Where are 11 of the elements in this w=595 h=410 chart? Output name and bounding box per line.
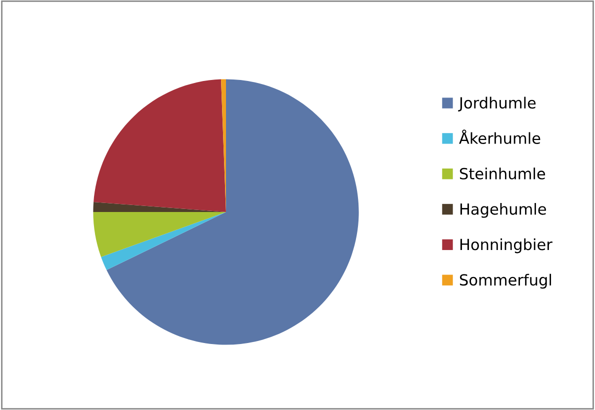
legend-label: Steinhumle xyxy=(460,168,546,180)
legend-label: Sommerfugl xyxy=(460,274,552,289)
legend-label: Åkerhumle xyxy=(459,130,540,144)
pie-slice xyxy=(106,79,359,345)
pie-slice xyxy=(101,212,226,270)
pie-slice xyxy=(93,202,226,212)
legend-label: Jordhumle xyxy=(458,96,536,112)
legend-label: Honningbier xyxy=(460,238,552,254)
pie-slice xyxy=(93,212,226,257)
pie-slice xyxy=(94,79,226,212)
legend-label: Hagehumle xyxy=(460,203,546,218)
